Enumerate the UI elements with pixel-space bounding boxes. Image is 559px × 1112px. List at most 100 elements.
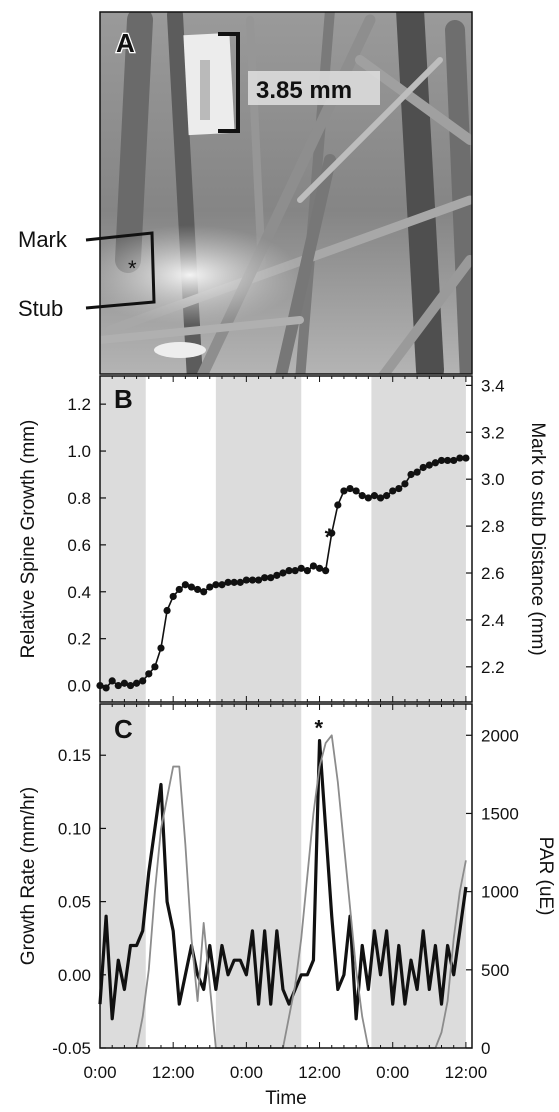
growth-rate-line <box>98 738 468 1021</box>
growth-point <box>200 588 208 596</box>
growth-point <box>169 592 177 601</box>
growth-point <box>352 487 360 495</box>
mark-stub-bracket <box>85 231 156 310</box>
growth-point <box>218 581 226 589</box>
growth-point <box>254 576 263 584</box>
photo-glow-region <box>100 225 300 325</box>
y2-tick-label: 500 <box>481 961 509 980</box>
panel-b-letter: B <box>114 384 133 414</box>
scale-label-box <box>248 71 380 105</box>
panel-b-right-axis: 2.2 2.4 2.6 2.8 3.0 3.2 3.4 <box>466 376 505 677</box>
growth-point <box>334 501 342 509</box>
night-shading-band <box>100 376 146 702</box>
growth-point <box>431 459 440 467</box>
y-tick-label: 0.0 <box>67 677 91 696</box>
panel-c-frame <box>99 703 473 1049</box>
growth-point <box>108 677 116 685</box>
panel-c: -0.05 0.00 0.05 0.10 0.15 0 500 1000 1500 2000 0… <box>18 703 556 1109</box>
growth-point <box>407 470 415 479</box>
night-shading-band <box>371 376 466 702</box>
growth-point <box>462 454 470 462</box>
growth-point <box>261 574 269 582</box>
panel-b-x-ticks <box>99 376 467 702</box>
growth-point <box>187 583 196 591</box>
y-tick-label: 0.10 <box>58 819 91 838</box>
growth-point <box>285 567 293 575</box>
growth-point <box>230 578 238 586</box>
y2-tick-label: 3.2 <box>481 423 505 442</box>
y2-tick-label: 3.0 <box>481 470 505 489</box>
growth-point <box>279 569 287 577</box>
panel-c-x-axis: 0:00 12:00 0:00 12:00 0:00 12:00 <box>83 704 487 1082</box>
panel-b: 0.0 0.2 0.4 0.6 0.8 1.0 1.2 2.2 2.4 2.6 2.8 3.0 3.2… <box>18 375 548 703</box>
growth-point <box>322 567 330 575</box>
panel-c-left-axis: -0.05 0.00 0.05 0.10 0.15 <box>52 746 106 1058</box>
growth-point <box>139 677 147 685</box>
x-tick-label: 0:00 <box>230 1063 263 1082</box>
growth-point <box>126 681 135 690</box>
y2-tick-label: 2.8 <box>481 517 505 536</box>
growth-point <box>364 494 372 502</box>
growth-point <box>236 578 244 586</box>
growth-point <box>212 581 220 589</box>
growth-point <box>248 576 257 584</box>
y-tick-label: 0.15 <box>58 746 91 765</box>
panel-c-y2label: PAR (uE) <box>535 837 556 916</box>
growth-point <box>413 468 421 476</box>
growth-point <box>132 679 141 687</box>
growth-point <box>395 484 403 493</box>
y-tick-label: 0.05 <box>58 893 91 912</box>
scale-label: 3.85 mm <box>256 77 352 104</box>
growth-point <box>163 606 171 615</box>
growth-point <box>297 564 305 572</box>
growth-point <box>383 492 391 500</box>
growth-point <box>456 454 464 462</box>
night-shading-band <box>215 376 302 702</box>
scale-bracket <box>218 32 240 133</box>
night-shading-band <box>371 704 466 1048</box>
y-tick-label: 0.00 <box>58 966 91 985</box>
growth-point <box>309 562 318 570</box>
y2-tick-label: 0 <box>481 1039 490 1058</box>
x-tick-label: 0:00 <box>376 1063 409 1082</box>
growth-point <box>273 571 281 579</box>
growth-point <box>437 456 446 465</box>
growth-point <box>151 663 159 671</box>
growth-point <box>291 567 299 575</box>
panel-b-ylabel: Relative Spine Growth (mm) <box>18 420 39 659</box>
growth-point <box>267 574 275 582</box>
y-tick-label: 0.8 <box>67 489 91 508</box>
panel-b-y2label: Mark to stub Distance (mm) <box>527 422 548 655</box>
panel-b-plot <box>96 454 470 692</box>
y-tick-label: 0.2 <box>67 630 91 649</box>
x-tick-label: 0:00 <box>83 1063 116 1082</box>
growth-point <box>346 484 354 493</box>
y2-tick-label: 1000 <box>481 883 519 902</box>
panel-a-photo <box>100 12 472 374</box>
growth-point <box>175 585 183 594</box>
x-tick-label: 12:00 <box>445 1063 488 1082</box>
mark-label: Mark <box>18 227 68 252</box>
growth-point <box>315 564 324 572</box>
y-tick-label: 1.2 <box>67 395 91 414</box>
growth-point <box>242 576 250 584</box>
growth-point <box>370 492 379 500</box>
y2-tick-label: 2.4 <box>481 611 505 630</box>
panel-a-annotations: A 3.85 mm Mark Stub * <box>18 27 380 321</box>
growth-point <box>340 487 348 495</box>
growth-point <box>389 487 397 495</box>
y-tick-label: 0.6 <box>67 536 91 555</box>
y2-tick-label: 3.4 <box>481 376 505 395</box>
growth-point <box>444 456 452 465</box>
growth-point <box>425 461 433 469</box>
y2-tick-label: 2000 <box>481 726 519 745</box>
growth-point <box>303 567 311 575</box>
panel-a-asterisk: * <box>128 256 137 281</box>
panel-b-left-axis: 0.0 0.2 0.4 0.6 0.8 1.0 1.2 <box>67 395 106 696</box>
growth-point <box>206 583 214 591</box>
y-tick-label: 0.4 <box>67 583 91 602</box>
growth-point <box>419 463 427 472</box>
growth-point <box>376 494 385 502</box>
panel-c-right-axis: 0 500 1000 1500 2000 <box>466 726 519 1058</box>
